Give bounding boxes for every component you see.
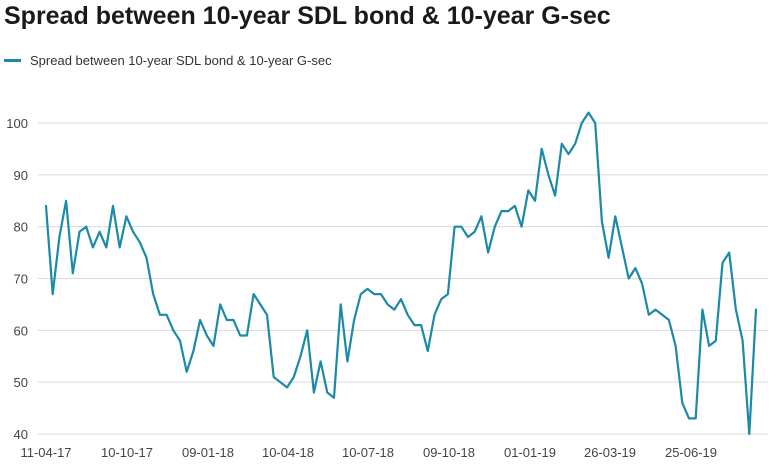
legend-label: Spread between 10-year SDL bond & 10-yea… (30, 53, 332, 68)
x-tick-label: 10-07-18 (342, 445, 394, 460)
x-tick-label: 25-06-19 (665, 445, 717, 460)
y-tick-label: 40 (14, 427, 28, 442)
y-tick-label: 90 (14, 168, 28, 183)
x-tick-label: 09-01-18 (182, 445, 234, 460)
chart-title: Spread between 10-year SDL bond & 10-yea… (4, 2, 611, 30)
x-tick-label: 10-10-17 (101, 445, 153, 460)
x-tick-label: 01-01-19 (504, 445, 556, 460)
y-tick-label: 60 (14, 323, 28, 338)
y-tick-label: 100 (6, 116, 28, 131)
y-tick-label: 70 (14, 272, 28, 287)
series-line (44, 111, 758, 436)
legend: Spread between 10-year SDL bond & 10-yea… (4, 53, 332, 68)
legend-swatch (4, 59, 21, 62)
y-tick-label: 50 (14, 375, 28, 390)
x-tick-label: 26-03-19 (584, 445, 636, 460)
x-tick-label: 11-04-17 (20, 445, 71, 460)
x-tick-label: 10-04-18 (262, 445, 314, 460)
y-tick-label: 80 (14, 220, 28, 235)
x-tick-label: 09-10-18 (423, 445, 475, 460)
